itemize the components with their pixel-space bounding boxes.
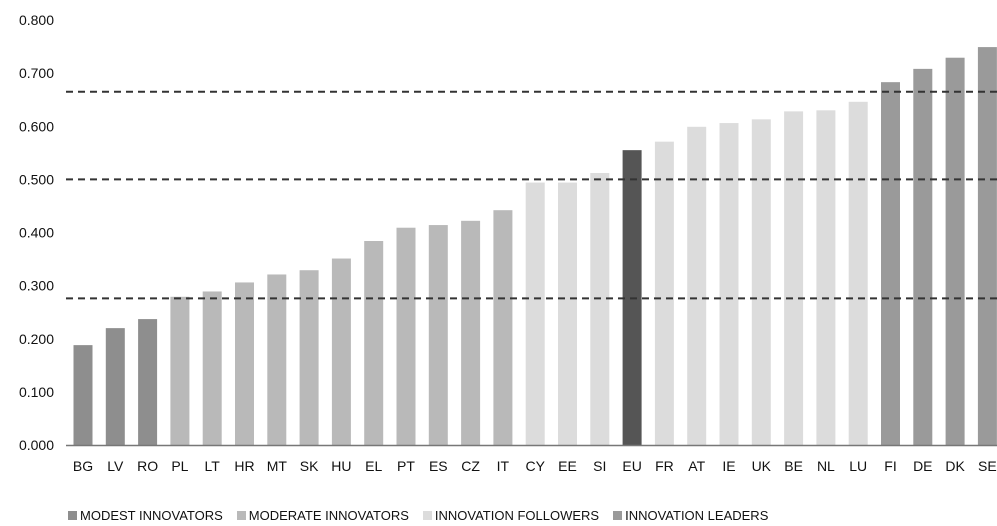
legend-swatch: [613, 511, 623, 520]
bar-dk: [945, 57, 965, 445]
x-tick-label: EE: [558, 458, 577, 474]
bar-it: [493, 210, 513, 445]
bar-nl: [816, 110, 836, 445]
y-tick-label: 0.000: [19, 437, 54, 453]
x-tick-label: HU: [331, 458, 351, 474]
x-tick-label: DK: [945, 458, 965, 474]
bar-pt: [396, 227, 416, 445]
x-tick-label: FR: [655, 458, 674, 474]
bar-lu: [848, 101, 868, 445]
x-tick-label: DE: [913, 458, 932, 474]
legend-item-modest: MODEST INNOVATORS: [68, 508, 223, 523]
legend-label: MODEST INNOVATORS: [80, 508, 223, 523]
legend-label: INNOVATION LEADERS: [625, 508, 769, 523]
x-tick-label: BG: [73, 458, 93, 474]
y-axis-ticks: 0.000 0.100 0.200 0.300 0.400 0.500 0.600 0.700…: [19, 12, 54, 453]
bar-pl: [170, 296, 190, 445]
bar-lt: [202, 291, 222, 445]
bar-at: [687, 126, 707, 445]
bar-bg: [73, 345, 93, 445]
legend-label: INNOVATION FOLLOWERS: [434, 508, 600, 523]
legend-swatch: [236, 511, 246, 520]
x-tick-label: ES: [429, 458, 448, 474]
x-tick-label: IT: [497, 458, 510, 474]
y-tick-label: 0.800: [19, 12, 54, 28]
x-tick-label: SI: [593, 458, 606, 474]
bar-de: [913, 68, 933, 445]
x-tick-label: CY: [525, 458, 545, 474]
bar-si: [590, 173, 610, 445]
bar-lv: [105, 328, 125, 445]
x-tick-label: NL: [817, 458, 835, 474]
legend-item-follower: INNOVATION FOLLOWERS: [422, 508, 600, 523]
bar-fr: [654, 141, 674, 445]
legend-swatch: [68, 511, 77, 520]
x-tick-label: IE: [722, 458, 735, 474]
y-tick-label: 0.600: [19, 118, 54, 134]
legend: MODEST INNOVATORS MODERATE INNOVATORS INNO…: [68, 508, 768, 523]
x-tick-label: SE: [978, 458, 997, 474]
bar-ee: [558, 182, 577, 445]
x-tick-label: FI: [884, 458, 896, 474]
bar-es: [428, 225, 448, 445]
x-tick-label: EU: [622, 458, 641, 474]
bar-ro: [138, 319, 158, 445]
x-axis-ticks: BG LV RO PL LT HR MT SK HU EL PT ES CZ IT CY EE SI EU FR AT…: [73, 458, 997, 474]
bar-hr: [235, 282, 254, 445]
legend-item-leader: INNOVATION LEADERS: [613, 508, 768, 523]
legend-swatch: [422, 511, 432, 520]
x-tick-label: BE: [784, 458, 803, 474]
x-tick-label: AT: [688, 458, 705, 474]
bar-hu: [331, 258, 351, 445]
y-tick-label: 0.700: [19, 65, 54, 81]
bar-cy: [525, 182, 545, 445]
x-tick-label: EL: [365, 458, 382, 474]
x-tick-label: PL: [171, 458, 188, 474]
legend-label: MODERATE INNOVATORS: [248, 508, 409, 523]
x-tick-label: MT: [267, 458, 288, 474]
x-tick-label: UK: [752, 458, 772, 474]
bar-fi: [881, 82, 900, 445]
bar-se: [977, 47, 997, 445]
x-tick-label: CZ: [461, 458, 480, 474]
bar-cz: [461, 220, 481, 445]
x-tick-label: HR: [234, 458, 254, 474]
y-tick-label: 0.100: [19, 384, 54, 400]
x-tick-label: SK: [300, 458, 319, 474]
y-tick-label: 0.500: [19, 171, 54, 187]
legend-item-moderate: MODERATE INNOVATORS: [236, 508, 409, 523]
bar-mt: [267, 274, 287, 445]
y-tick-label: 0.300: [19, 278, 54, 294]
bar-uk: [751, 119, 771, 445]
x-tick-label: LV: [107, 458, 124, 474]
x-tick-label: LU: [849, 458, 867, 474]
x-tick-label: RO: [137, 458, 158, 474]
bar-sk: [299, 270, 319, 445]
bar-ie: [719, 123, 739, 445]
bar-el: [364, 241, 384, 445]
y-tick-label: 0.400: [19, 225, 54, 241]
bar-be: [784, 111, 804, 445]
bars: [73, 47, 997, 445]
x-tick-label: LT: [205, 458, 221, 474]
x-tick-label: PT: [397, 458, 415, 474]
y-tick-label: 0.200: [19, 331, 54, 347]
